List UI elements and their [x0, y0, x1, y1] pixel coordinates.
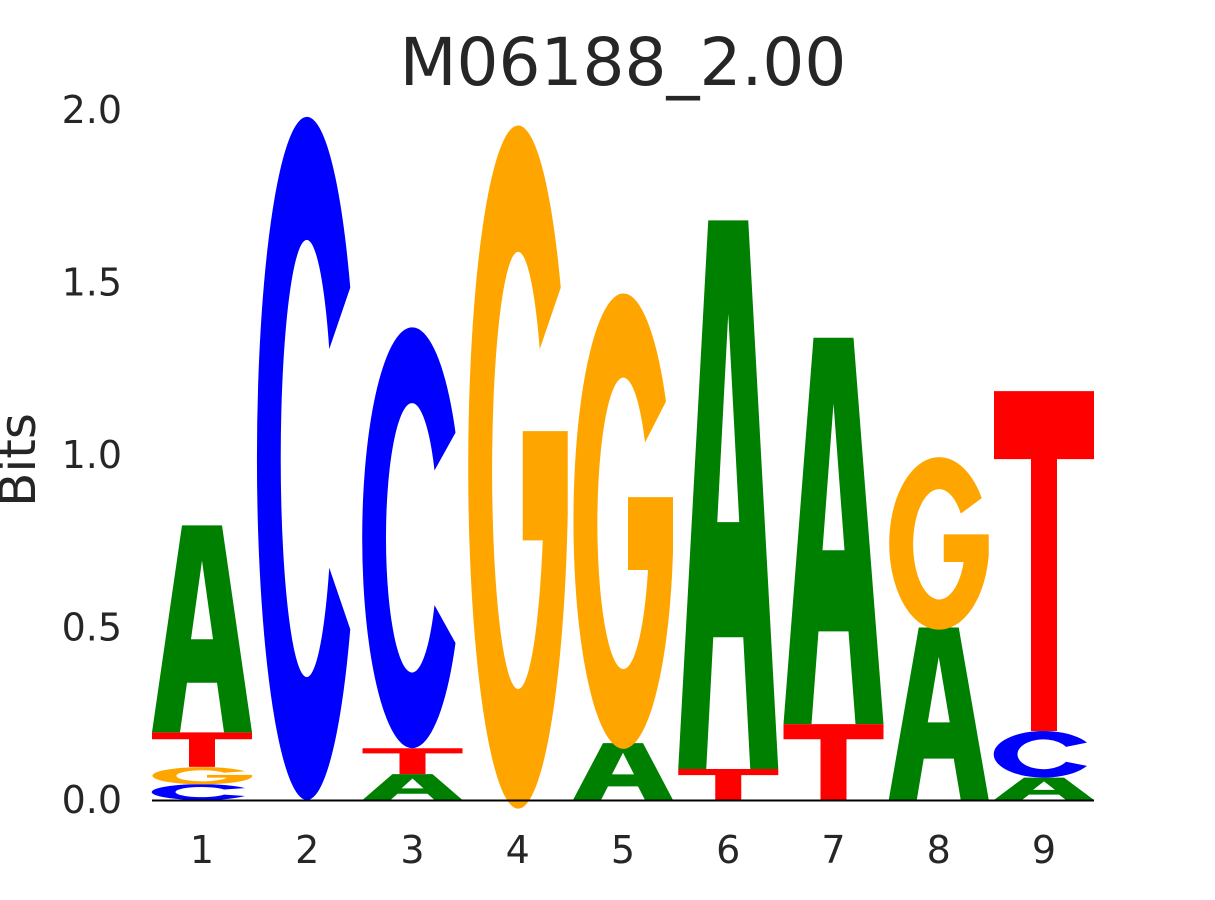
- y-tick-label: 0.5: [62, 606, 122, 650]
- x-tick-label: 4: [506, 828, 530, 872]
- y-axis-label: Bits: [0, 413, 47, 507]
- logo-letter-T-pos-9: T: [994, 391, 1094, 731]
- logo-letter-C-pos-3: C: [362, 327, 456, 749]
- x-tick-label: 6: [716, 828, 740, 872]
- logo-letter-A-pos-6: A: [678, 220, 779, 769]
- x-tick-label: 8: [927, 828, 951, 872]
- chart-title: M06188_2.00: [400, 24, 847, 101]
- x-tick-label: 5: [611, 828, 635, 872]
- x-tick-label: 9: [1032, 828, 1056, 872]
- logo-letter-T-pos-6: T: [678, 768, 779, 800]
- logo-letter-A-pos-9: A: [994, 777, 1094, 800]
- y-tick-label: 1.0: [62, 433, 122, 477]
- x-tick-label: 2: [295, 828, 319, 872]
- logo-letter-T-pos-7: T: [783, 724, 884, 800]
- y-tick-label: 1.5: [62, 261, 122, 305]
- y-tick-label: 2.0: [62, 88, 122, 132]
- logo-letter-G-pos-4: G: [468, 125, 568, 809]
- logo-letter-T-pos-3: T: [362, 748, 463, 775]
- x-tick-label: 1: [190, 828, 214, 872]
- logo-letter-G-pos-5: G: [573, 293, 673, 749]
- y-tick-label: 0.0: [62, 778, 122, 822]
- logo-letter-C-pos-9: C: [993, 731, 1087, 778]
- logo-letter-C-pos-2: C: [256, 116, 351, 801]
- logo-letter-G-pos-8: G: [889, 457, 989, 630]
- logo-letter-G-pos-1: G: [152, 767, 252, 785]
- logo-letter-A-pos-7: A: [783, 337, 884, 725]
- x-tick-label: 3: [400, 828, 424, 872]
- logo-letter-A-pos-8: A: [888, 627, 989, 800]
- logo-letter-A-pos-5: A: [573, 743, 673, 800]
- logo-letter-A-pos-3: A: [362, 774, 463, 800]
- logo-letter-A-pos-1: A: [152, 525, 252, 733]
- x-tick-label: 7: [821, 828, 845, 872]
- logo-letter-C-pos-1: C: [151, 784, 245, 800]
- logo-letter-T-pos-1: T: [152, 732, 252, 767]
